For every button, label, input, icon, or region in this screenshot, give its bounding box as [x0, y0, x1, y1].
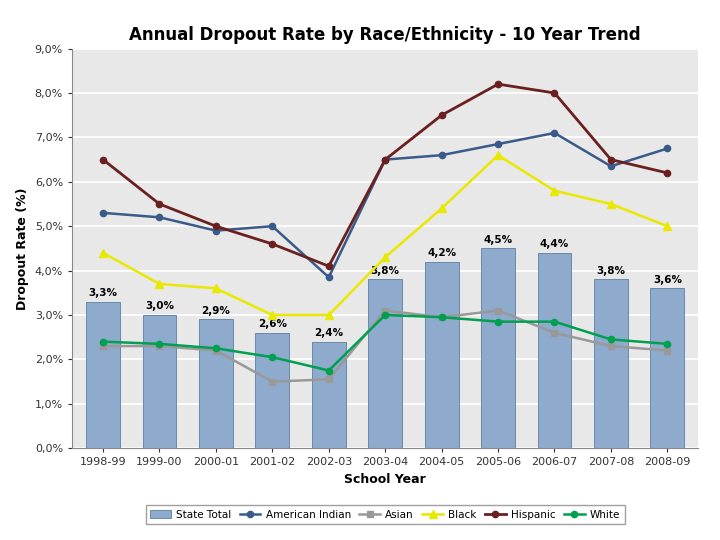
Text: 2,9%: 2,9% [202, 306, 230, 316]
Bar [256, 333, 289, 448]
X-axis label: School Year: School Year [344, 473, 426, 486]
Bar [312, 342, 346, 448]
Bar [594, 280, 628, 448]
Y-axis label: Dropout Rate (%): Dropout Rate (%) [16, 187, 30, 309]
Text: 4,4%: 4,4% [540, 239, 569, 249]
Bar [481, 248, 515, 448]
Bar [650, 288, 684, 448]
Text: 3,6%: 3,6% [653, 275, 682, 285]
Text: 2,6%: 2,6% [258, 319, 287, 329]
Bar [199, 320, 233, 448]
Text: 3,0%: 3,0% [145, 301, 174, 312]
Bar [143, 315, 176, 448]
Title: Annual Dropout Rate by Race/Ethnicity - 10 Year Trend: Annual Dropout Rate by Race/Ethnicity - … [130, 26, 641, 44]
Text: 2,4%: 2,4% [314, 328, 343, 338]
Bar [368, 280, 402, 448]
Bar [425, 262, 459, 448]
Legend: State Total, American Indian, Asian, Black, Hispanic, White: State Total, American Indian, Asian, Bla… [146, 505, 624, 524]
Text: 4,5%: 4,5% [484, 235, 513, 245]
Bar [86, 302, 120, 448]
Text: 3,8%: 3,8% [371, 266, 400, 276]
Text: 4,2%: 4,2% [427, 248, 456, 258]
Text: 3,3%: 3,3% [89, 288, 117, 298]
Bar [538, 253, 572, 448]
Text: 3,8%: 3,8% [596, 266, 626, 276]
